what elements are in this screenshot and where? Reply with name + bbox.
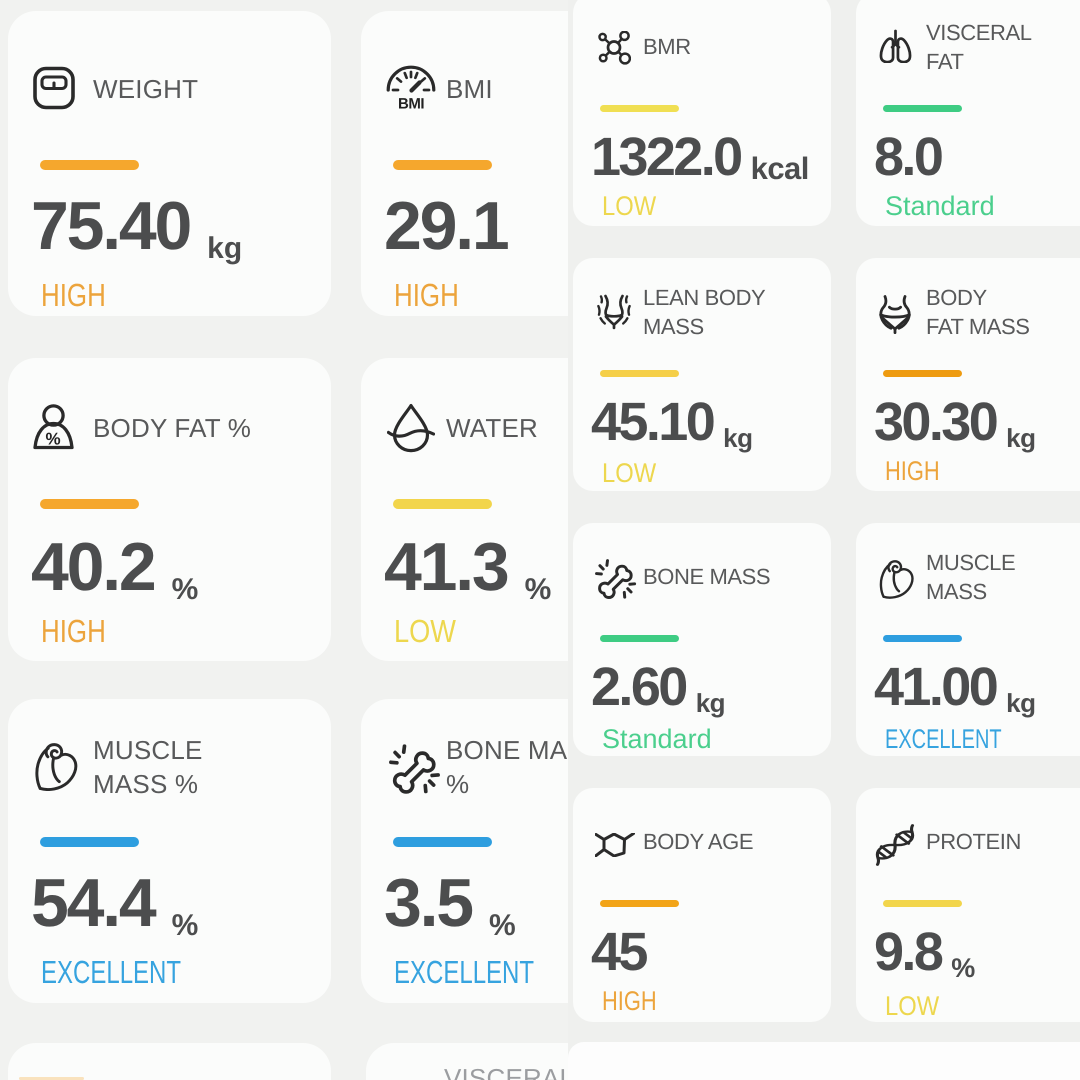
svg-text:BMI: BMI	[398, 96, 424, 110]
svg-text:%: %	[45, 430, 60, 449]
